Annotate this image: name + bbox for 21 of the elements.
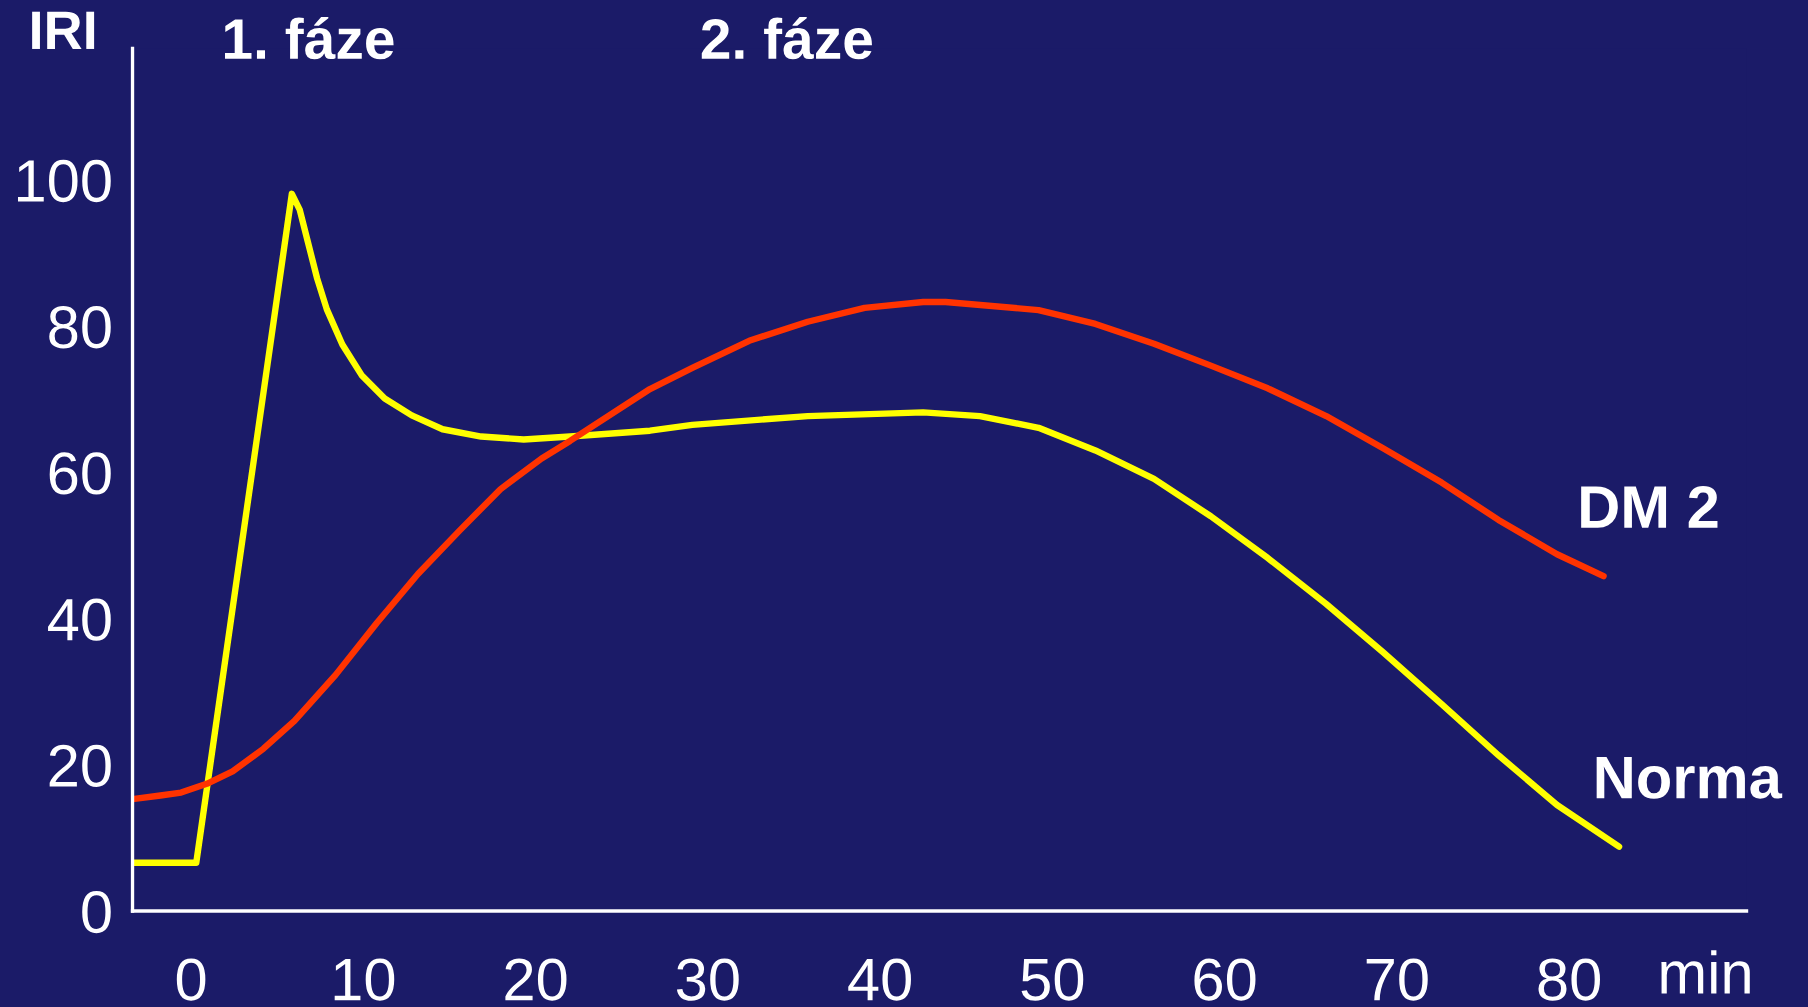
x-tick-label: 30	[676, 958, 739, 1001]
x-tick-label: 10	[334, 958, 395, 1001]
annotation: 1. fáze	[225, 16, 394, 60]
x-tick-label: 70	[1366, 958, 1428, 1001]
y-axis-title: IRI	[32, 11, 95, 49]
x-axis-title: min	[1661, 950, 1750, 994]
x-tick-label: 40	[848, 958, 911, 1001]
annotation: 2. fáze	[701, 16, 872, 60]
x-tick-label: 20	[505, 958, 567, 1001]
series-label: DM 2	[1581, 485, 1718, 528]
x-tick-label: 60	[1194, 958, 1256, 1001]
y-tick-label: 20	[49, 744, 111, 788]
y-tick-label: 80	[49, 306, 111, 349]
x-tick-label: 0	[176, 958, 206, 1001]
y-tick-label: 60	[49, 452, 111, 495]
y-tick-label: 0	[82, 890, 111, 934]
x-tick-label: 80	[1538, 958, 1600, 1001]
y-tick-label: 40	[48, 598, 111, 641]
y-tick-label: 100	[18, 159, 111, 203]
x-tick-label: 50	[1021, 958, 1084, 1001]
series-label: Norma	[1596, 757, 1783, 799]
